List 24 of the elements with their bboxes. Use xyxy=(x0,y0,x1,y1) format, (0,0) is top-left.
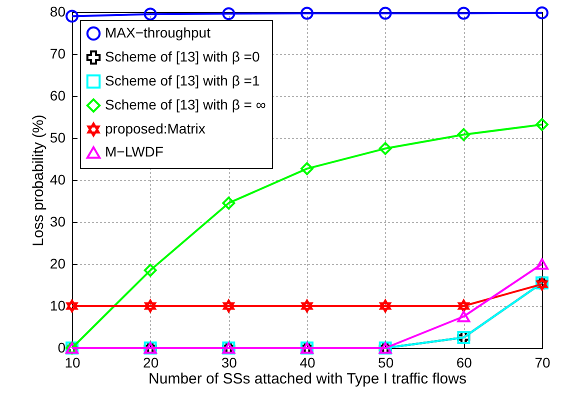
y-axis-title: Loss probability (%) xyxy=(30,114,47,246)
y-tick-label: 30 xyxy=(50,214,66,230)
x-tick-label: 10 xyxy=(64,354,80,370)
x-tick-label: 20 xyxy=(143,354,159,370)
y-tick-label: 0 xyxy=(58,340,66,356)
x-tick-label: 30 xyxy=(221,354,238,370)
x-tick-label: 50 xyxy=(378,354,394,370)
legend-label: Scheme of [13] with β =0 xyxy=(105,48,260,64)
y-tick-label: 50 xyxy=(50,130,66,146)
legend-label: proposed:Matrix xyxy=(105,120,206,136)
legend-label: Scheme of [13] with β =1 xyxy=(105,72,260,88)
legend-label: Scheme of [13] with β = ∞ xyxy=(105,96,266,112)
x-tick-label: 70 xyxy=(534,354,550,370)
y-tick-label: 80 xyxy=(50,4,66,20)
y-tick-label: 10 xyxy=(50,298,66,314)
y-tick-label: 20 xyxy=(50,256,66,272)
legend-label: MAX−throughput xyxy=(105,24,211,40)
y-tick-label: 40 xyxy=(50,172,66,188)
x-tick-label: 60 xyxy=(456,354,472,370)
y-tick-label: 60 xyxy=(50,88,66,104)
x-axis-title: Number of SSs attached with Type I traffic flows xyxy=(148,370,466,388)
legend-label: M−LWDF xyxy=(105,144,164,160)
y-tick-label: 70 xyxy=(50,46,66,62)
x-tick-label: 40 xyxy=(300,354,316,370)
